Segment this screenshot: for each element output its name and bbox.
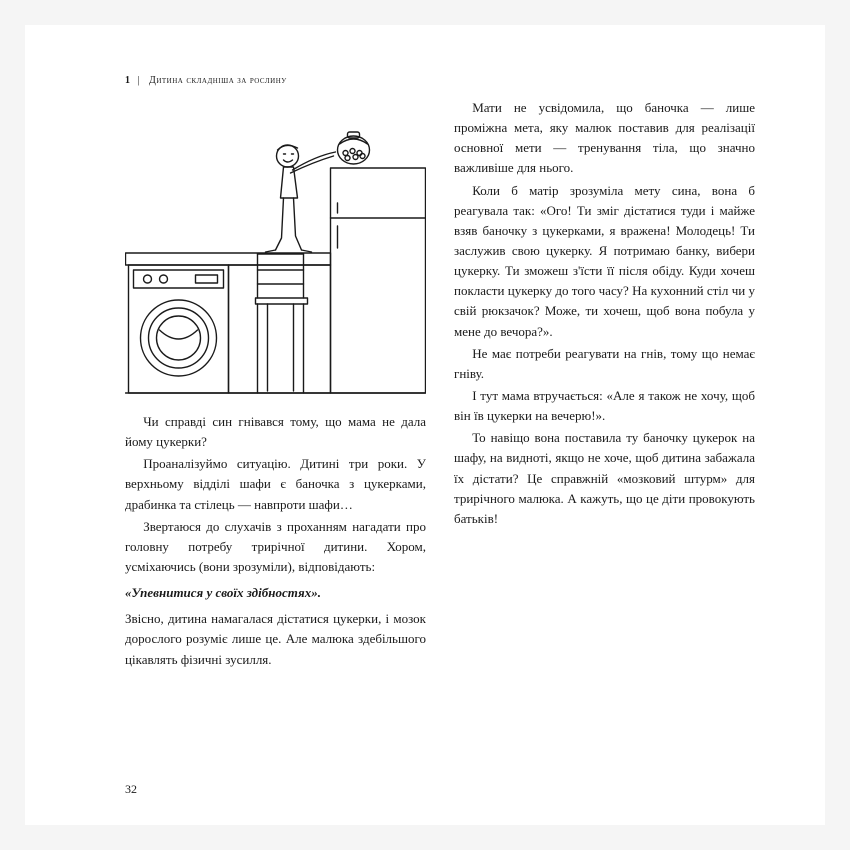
left-p2: Проаналізуймо ситуацію. Дитині три роки.…	[125, 454, 426, 514]
left-column: Чи справді син гнівався тому, що мама не…	[125, 98, 426, 672]
chapter-title: Дитина складніша за рослину	[149, 75, 287, 86]
right-p4: І тут мама втручається: «Але я також не …	[454, 386, 755, 426]
book-page: 1 | Дитина складніша за рослину	[25, 25, 825, 825]
right-p5: То навіщо вона поставила ту баночку цуке…	[454, 428, 755, 529]
right-p1: Мати не усвідомила, що баночка — лише пр…	[454, 98, 755, 179]
page-number: 32	[125, 782, 137, 797]
illustration	[125, 98, 426, 398]
left-quote: «Упевнитися у своїх здібностях».	[125, 583, 426, 603]
running-header: 1 | Дитина складніша за рослину	[125, 75, 755, 86]
left-p4: Звісно, дитина намагалася дістатися цуке…	[125, 609, 426, 669]
right-p3: Не має потреби реагувати на гнів, тому щ…	[454, 344, 755, 384]
left-p3: Звертаюся до слухачів з проханням нагада…	[125, 517, 426, 577]
chapter-number: 1	[125, 75, 131, 86]
header-separator: |	[138, 75, 141, 86]
right-column: Мати не усвідомила, що баночка — лише пр…	[454, 98, 755, 672]
left-p1: Чи справді син гнівався тому, що мама не…	[125, 412, 426, 452]
kitchen-scene-svg	[125, 98, 426, 398]
right-p2: Коли б матір зрозуміла мету сина, вона б…	[454, 181, 755, 342]
two-column-content: Чи справді син гнівався тому, що мама не…	[125, 98, 755, 672]
